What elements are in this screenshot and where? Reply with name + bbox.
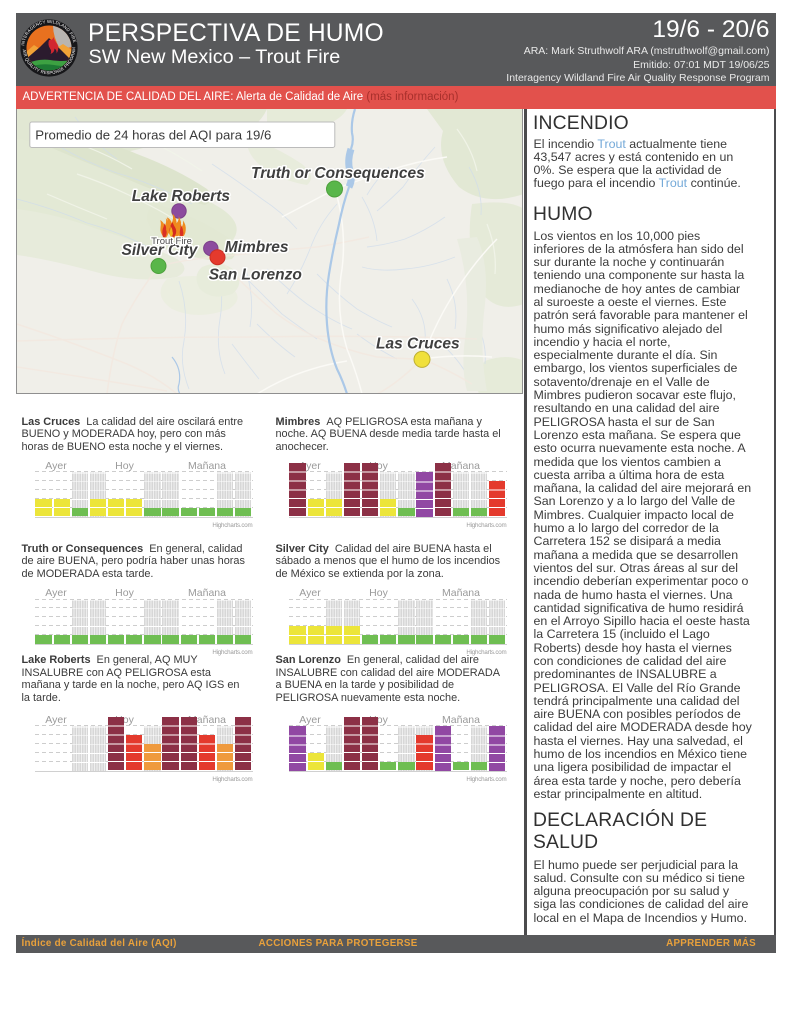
svg-text:Mimbres: Mimbres [224, 239, 288, 256]
svg-text:San Lorenzo: San Lorenzo [208, 267, 301, 284]
svg-text:Trout Fire: Trout Fire [151, 236, 192, 247]
svg-text:Promedio de 24 horas del AQI p: Promedio de 24 horas del AQI para 19/6 [35, 128, 271, 143]
svg-text:Las Cruces: Las Cruces [376, 336, 460, 353]
svg-text:Lake Roberts: Lake Roberts [131, 188, 230, 205]
svg-text:Silver City: Silver City [121, 242, 198, 259]
svg-text:Truth or Consequences: Truth or Consequences [251, 165, 425, 182]
